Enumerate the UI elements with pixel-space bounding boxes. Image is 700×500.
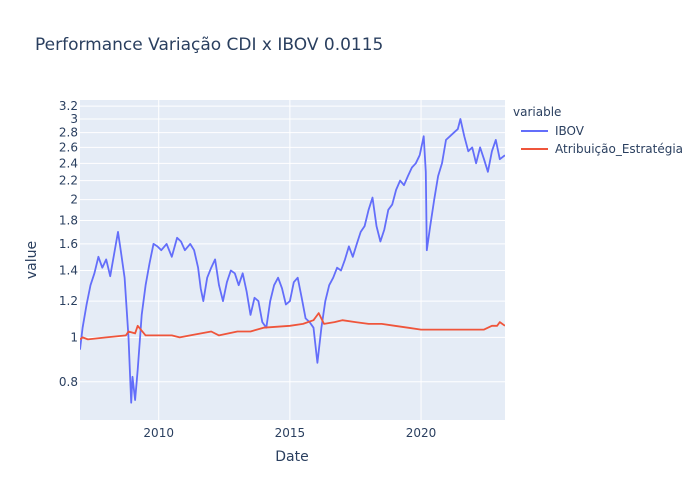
y-tick-label: 2.2 [59,174,78,188]
series-line-atribuicao-estrategia [80,312,505,341]
y-axis-label: value [24,241,40,279]
y-tick-label: 1 [70,330,78,344]
y-tick-label: 2.8 [59,126,78,140]
y-tick-label: 3.2 [59,99,78,113]
y-tick-label: 1.2 [59,294,78,308]
x-axis-ticks: 2010 2015 2020 [143,426,436,440]
x-tick-label: 2015 [275,426,306,440]
y-axis-ticks: 0.8 1 1.2 1.4 1.6 1.8 2 2.2 2.4 2.62.833.2 [59,99,78,389]
legend-item-atribuicao-estrategia[interactable]: Atribuição_Estratégia [521,142,683,156]
legend-label-ibov: IBOV [555,124,585,138]
series-layer [80,118,505,404]
y-tick-label: 2.6 [59,140,78,154]
y-tick-label: 3 [70,112,78,126]
x-tick-label: 2010 [143,426,174,440]
legend-item-ibov[interactable]: IBOV [521,124,585,138]
plot-area [80,100,505,420]
y-tick-label: 1.6 [59,237,78,251]
legend-label-atribuicao-estrategia: Atribuição_Estratégia [555,142,683,156]
legend-title: variable [513,105,561,119]
y-tick-label: 2.4 [59,156,78,170]
legend: variable IBOV Atribuição_Estratégia [513,105,683,156]
series-line-ibov [80,118,505,404]
gridlines [80,100,505,420]
chart-title: Performance Variação CDI x IBOV 0.0115 [35,35,383,55]
x-axis-label: Date [275,449,308,465]
y-tick-label: 0.8 [59,375,78,389]
y-tick-label: 1.4 [59,263,78,277]
x-tick-label: 2020 [406,426,437,440]
y-tick-label: 1.8 [59,214,78,228]
y-tick-label: 2 [70,193,78,207]
